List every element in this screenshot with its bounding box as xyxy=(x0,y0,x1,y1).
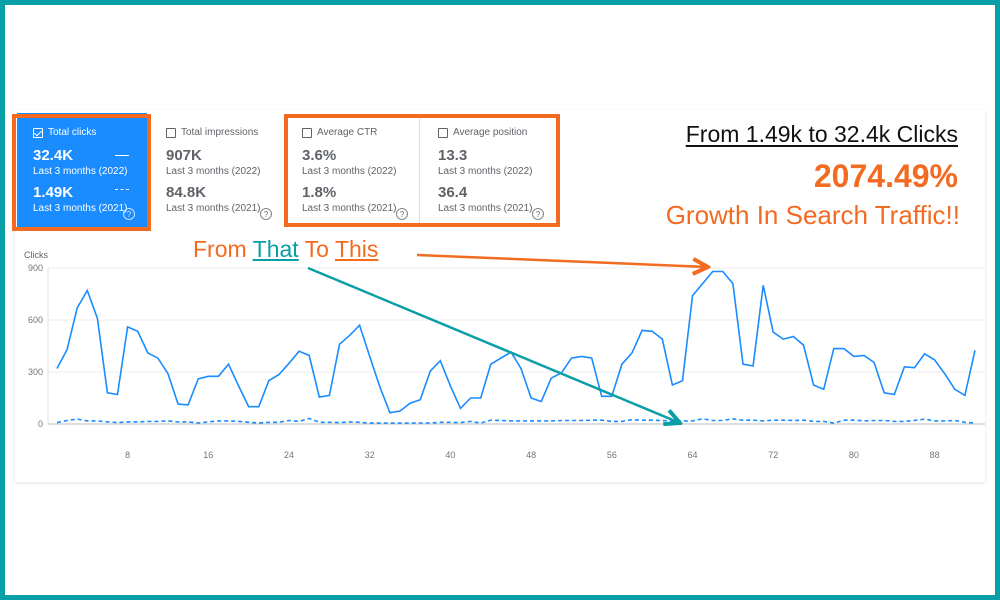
metric-value-2021: 84.8K xyxy=(166,184,207,201)
y-tick-label: 300 xyxy=(28,367,43,377)
performance-card xyxy=(15,110,985,482)
x-tick-label: 64 xyxy=(688,450,698,460)
metric-period-2022: Last 3 months (2022) xyxy=(33,166,128,177)
metric-total-impressions[interactable]: Total impressions 907K Last 3 months (20… xyxy=(150,113,284,228)
metric-average-ctr[interactable]: Average CTR 3.6% Last 3 months (2022) 1.… xyxy=(286,113,420,228)
metric-divider xyxy=(419,118,420,223)
growth-percent: 2074.49% xyxy=(813,158,958,194)
metric-value-2022: 3.6% xyxy=(302,147,337,164)
metric-total-clicks[interactable]: Total clicks 32.4K Last 3 months (2022) … xyxy=(17,113,147,228)
metric-label: Average CTR xyxy=(317,127,378,138)
metric-label: Total impressions xyxy=(181,127,259,138)
help-icon[interactable]: ? xyxy=(123,208,135,220)
to-word: To xyxy=(304,236,329,262)
metric-value-2021: 36.4 xyxy=(438,184,468,201)
dashed-legend-icon xyxy=(115,189,129,190)
help-icon[interactable]: ? xyxy=(532,208,544,220)
checkbox-icon[interactable] xyxy=(438,127,448,138)
y-tick-label: 900 xyxy=(28,263,43,273)
x-tick-label: 48 xyxy=(526,450,536,460)
this-word: This xyxy=(334,236,379,262)
metric-period-2021: Last 3 months (2021) xyxy=(33,203,128,214)
metric-value-2022: 13.3 xyxy=(438,147,468,164)
metric-period-2021: Last 3 months (2021) xyxy=(166,203,261,214)
metric-value-2022: 32.4K xyxy=(33,147,74,164)
metric-period-2022: Last 3 months (2022) xyxy=(438,166,533,177)
series-line-solid xyxy=(56,270,976,414)
x-tick-label: 8 xyxy=(125,450,130,460)
from-word: From xyxy=(193,236,247,262)
arrow-to-this xyxy=(416,253,708,267)
metric-label: Total clicks xyxy=(48,127,97,138)
growth-caption: Growth In Search Traffic!! xyxy=(665,200,960,230)
x-tick-label: 80 xyxy=(849,450,859,460)
x-tick-label: 24 xyxy=(284,450,294,460)
metric-average-position[interactable]: Average position 13.3 Last 3 months (202… xyxy=(422,113,556,228)
highlight-box-ctr-position xyxy=(284,114,560,227)
x-tick-label: 88 xyxy=(930,450,940,460)
solid-legend-icon xyxy=(115,155,129,156)
x-tick-label: 32 xyxy=(365,450,375,460)
y-tick-label: 600 xyxy=(28,315,43,325)
metric-value-2021: 1.8% xyxy=(302,184,337,201)
metric-label: Average position xyxy=(453,127,528,138)
metric-period-2022: Last 3 months (2022) xyxy=(166,166,261,177)
x-tick-label: 16 xyxy=(203,450,213,460)
metric-period-2021: Last 3 months (2021) xyxy=(302,203,397,214)
x-tick-label: 40 xyxy=(445,450,455,460)
y-tick-label: 0 xyxy=(38,419,43,429)
arrow-to-that xyxy=(307,266,680,423)
help-icon[interactable]: ? xyxy=(260,208,272,220)
metric-period-2022: Last 3 months (2022) xyxy=(302,166,397,177)
metric-period-2021: Last 3 months (2021) xyxy=(438,203,533,214)
that-word: That xyxy=(252,236,299,262)
headline: From 1.49k to 32.4k Clicks xyxy=(685,121,958,147)
metric-value-2022: 907K xyxy=(166,147,202,164)
series-line-dashed xyxy=(56,417,976,424)
help-icon[interactable]: ? xyxy=(396,208,408,220)
checkbox-checked-icon[interactable] xyxy=(33,127,43,138)
checkbox-icon[interactable] xyxy=(166,127,176,138)
checkbox-icon[interactable] xyxy=(302,127,312,138)
x-tick-label: 56 xyxy=(607,450,617,460)
metric-value-2021: 1.49K xyxy=(33,184,74,201)
highlight-box-clicks xyxy=(12,114,151,231)
y-axis-label: Clicks xyxy=(24,250,48,260)
x-tick-label: 72 xyxy=(768,450,778,460)
from-that-to-this: From That To This xyxy=(193,236,378,263)
